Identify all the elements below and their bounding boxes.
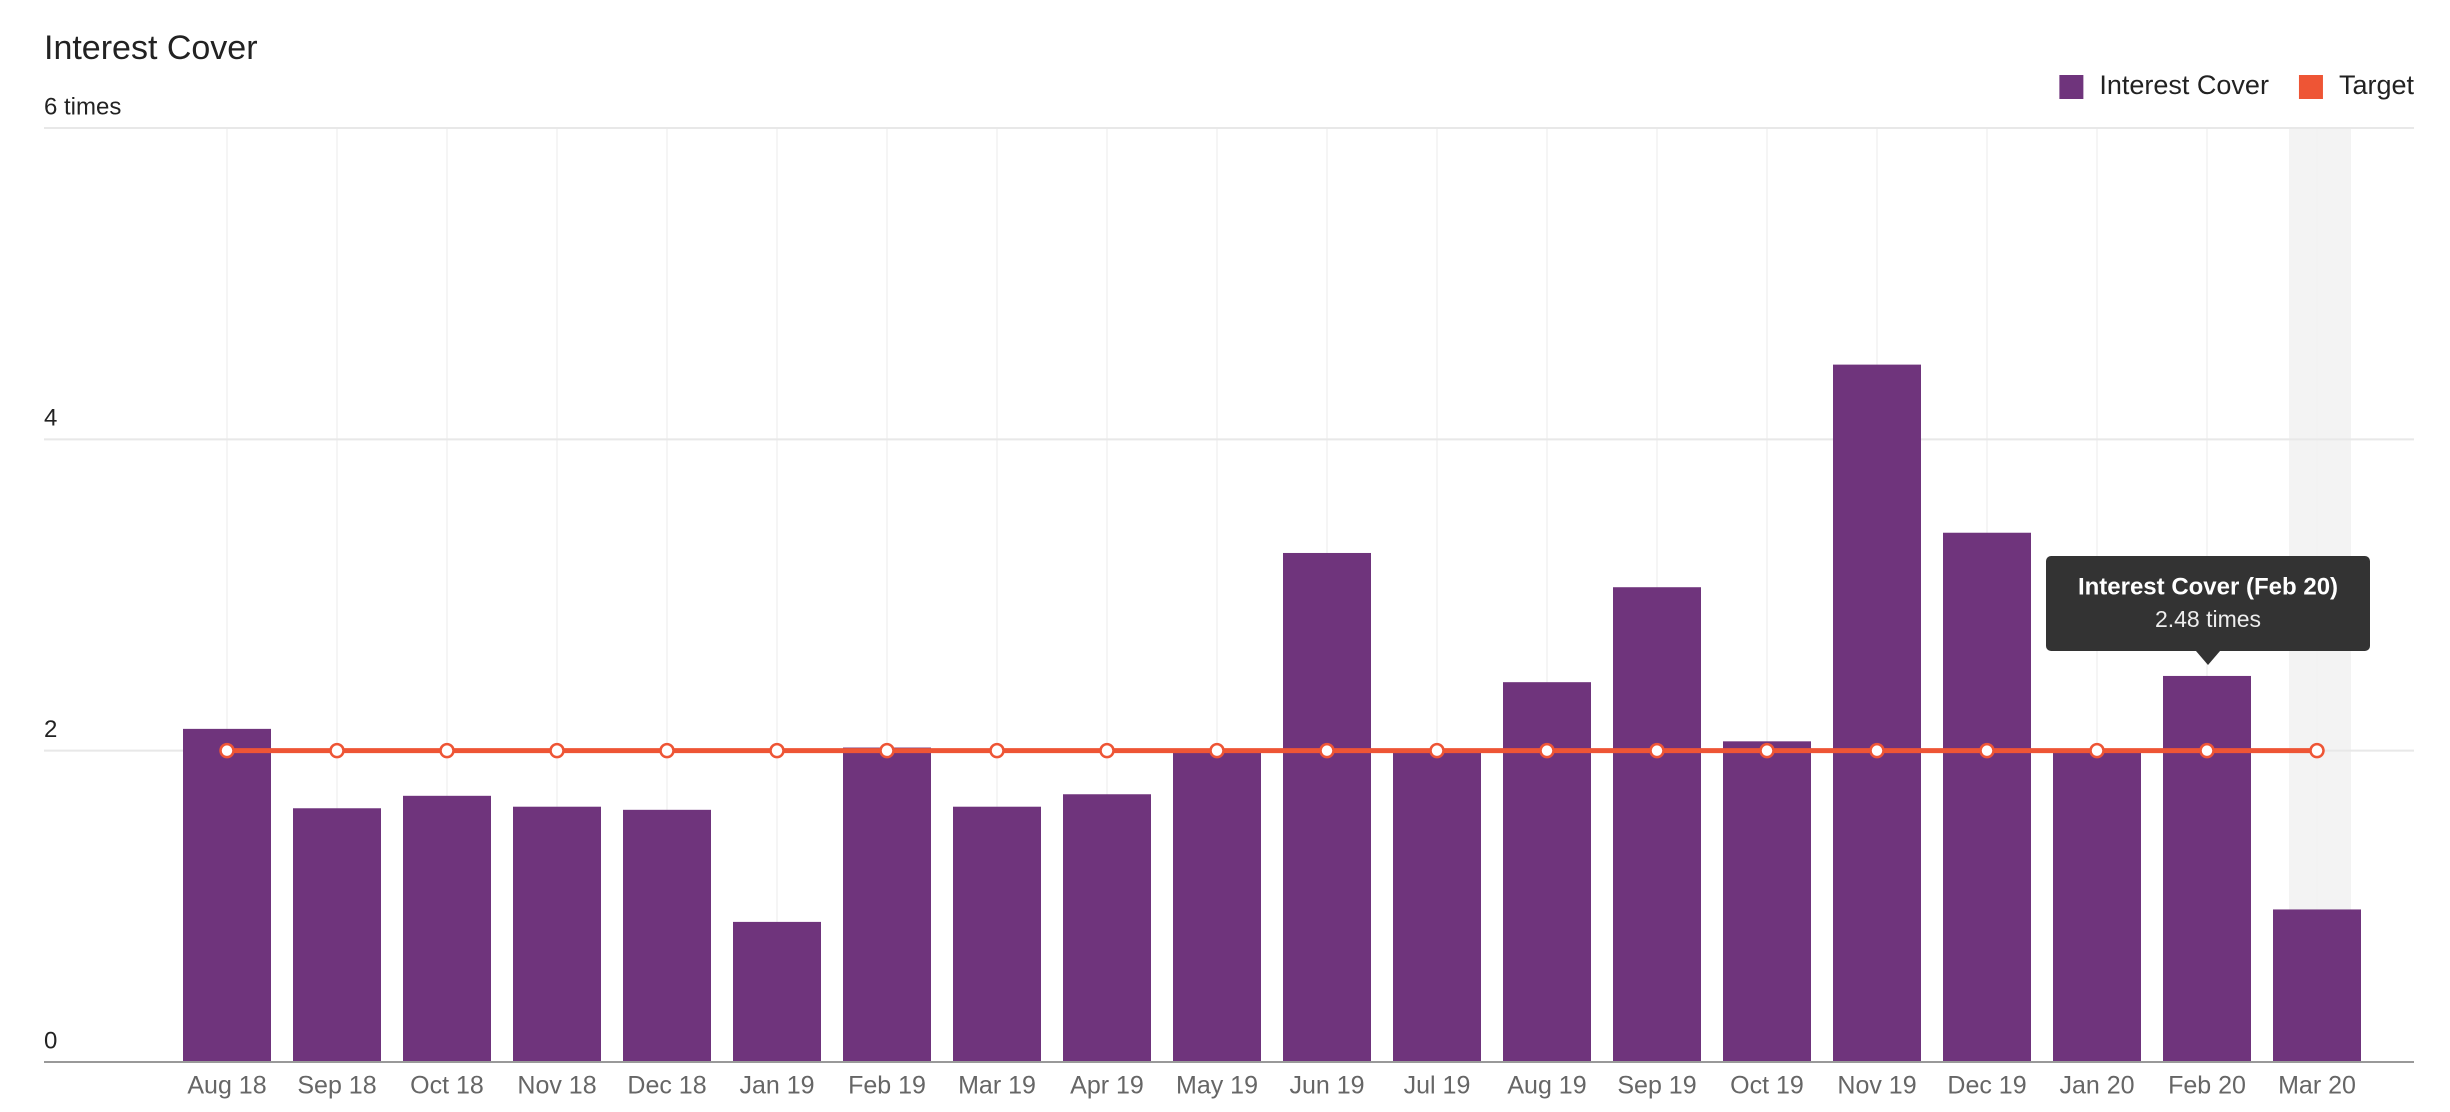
target-point bbox=[659, 742, 675, 759]
bar bbox=[623, 809, 711, 1062]
bar bbox=[513, 806, 601, 1062]
y-tick-label: 2 bbox=[44, 716, 57, 743]
tooltip-title: Interest Cover (Feb 20) bbox=[2078, 573, 2338, 600]
legend-label: Interest Cover bbox=[2099, 70, 2269, 100]
bar bbox=[293, 808, 381, 1062]
chart-title: Interest Cover bbox=[44, 29, 258, 67]
bar bbox=[1503, 682, 1591, 1062]
target-point bbox=[879, 742, 895, 759]
x-tick-label: Feb 20 bbox=[2168, 1072, 2246, 1100]
bar bbox=[1833, 364, 1921, 1062]
x-tick-label: Jun 19 bbox=[1289, 1072, 1364, 1100]
x-tick-label: Feb 19 bbox=[848, 1072, 926, 1100]
target-point bbox=[1209, 742, 1225, 759]
x-tick-label: Sep 18 bbox=[297, 1072, 376, 1100]
bar bbox=[733, 921, 821, 1062]
target-point bbox=[439, 742, 455, 759]
x-tick-label: Oct 19 bbox=[1730, 1072, 1804, 1100]
bar bbox=[1063, 794, 1151, 1062]
target-point bbox=[549, 742, 565, 759]
bar bbox=[2053, 750, 2141, 1062]
bar bbox=[1723, 741, 1811, 1062]
x-tick-label: Sep 19 bbox=[1617, 1072, 1696, 1100]
target-point bbox=[1649, 742, 1665, 759]
legend-swatch bbox=[2298, 75, 2323, 99]
legend-swatch bbox=[2059, 75, 2084, 99]
legend-label: Target bbox=[2339, 70, 2415, 100]
bar bbox=[403, 795, 491, 1062]
target-point bbox=[2089, 742, 2105, 759]
target-point bbox=[989, 742, 1005, 759]
target-point bbox=[2199, 742, 2215, 759]
target-point bbox=[219, 742, 235, 759]
target-point bbox=[1539, 742, 1555, 759]
bar bbox=[843, 747, 931, 1062]
x-tick-label: Jul 19 bbox=[1404, 1072, 1471, 1100]
x-tick-label: Nov 18 bbox=[517, 1072, 596, 1100]
x-tick-label: Jan 19 bbox=[739, 1072, 814, 1100]
target-point bbox=[1319, 742, 1335, 759]
target-point bbox=[329, 742, 345, 759]
tooltip-box bbox=[2046, 556, 2370, 651]
target-point bbox=[1759, 742, 1775, 759]
y-tick-label: 0 bbox=[44, 1027, 57, 1054]
x-tick-label: Aug 19 bbox=[1507, 1072, 1586, 1100]
y-tick-label: 6 times bbox=[44, 93, 121, 120]
target-point bbox=[2309, 742, 2325, 759]
tooltip: Interest Cover (Feb 20) 2.48 times bbox=[2046, 556, 2370, 665]
target-point bbox=[1979, 742, 1995, 759]
x-tick-label: Apr 19 bbox=[1070, 1072, 1144, 1100]
x-tick-label: Oct 18 bbox=[410, 1072, 484, 1100]
x-tick-label: May 19 bbox=[1176, 1072, 1258, 1100]
bar bbox=[953, 806, 1041, 1062]
bar bbox=[183, 728, 271, 1062]
x-tick-label: Dec 19 bbox=[1947, 1072, 2026, 1100]
bar bbox=[1613, 587, 1701, 1062]
bar bbox=[2273, 909, 2361, 1062]
bar bbox=[2163, 675, 2251, 1062]
x-tick-label: Mar 19 bbox=[958, 1072, 1036, 1100]
target-point bbox=[1869, 742, 1885, 759]
x-tick-label: Jan 20 bbox=[2059, 1072, 2134, 1100]
x-tick-label: Mar 20 bbox=[2278, 1072, 2356, 1100]
target-point bbox=[769, 742, 785, 759]
bar bbox=[1393, 750, 1481, 1062]
x-tick-label: Nov 19 bbox=[1837, 1072, 1916, 1100]
bar bbox=[1173, 750, 1261, 1062]
y-tick-label: 4 bbox=[44, 405, 57, 432]
target-point bbox=[1429, 742, 1445, 759]
x-tick-label: Aug 18 bbox=[187, 1072, 266, 1100]
tooltip-text: 2.48 times bbox=[2155, 606, 2261, 632]
x-tick-label: Dec 18 bbox=[627, 1072, 706, 1100]
target-point bbox=[1099, 742, 1115, 759]
bar bbox=[1943, 532, 2031, 1062]
bar bbox=[1283, 552, 1371, 1062]
tooltip-arrow bbox=[2196, 651, 2220, 665]
